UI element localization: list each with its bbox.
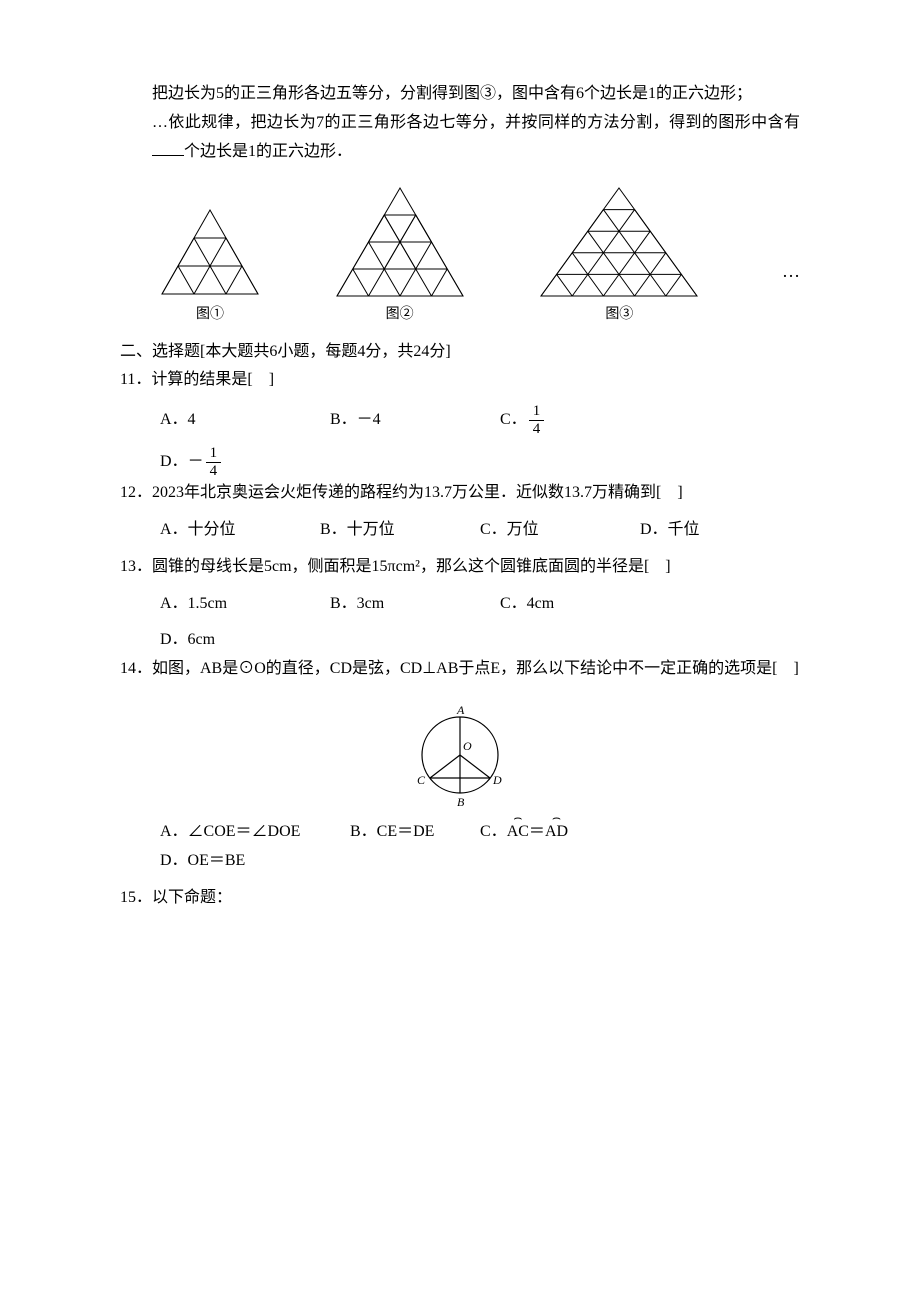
- triangle-fig-2: [335, 186, 465, 298]
- q13-stem: 13．圆锥的母线长是5cm，侧面积是15πcm²，那么这个圆锥底面圆的半径是[ …: [120, 553, 800, 582]
- q11-d-den: 4: [206, 463, 222, 480]
- fig-label-1: 图①: [196, 302, 224, 327]
- q13-opt-a: A．1.5cm: [160, 590, 330, 619]
- q13-opt-d: D．6cm: [160, 626, 330, 655]
- q11-opt-b: B．－4: [330, 406, 500, 435]
- intro-line1: 把边长为5的正三角形各边五等分，分割得到图③，图中含有6个边长是1的正六边形；: [120, 80, 800, 109]
- q11-opt-c: C． 1 4: [500, 403, 670, 437]
- q14-opt-c: C． ⌢ AC ＝ ⌢ AD: [480, 818, 650, 847]
- figure-1: 图①: [160, 208, 260, 327]
- section-2-header: 二、选择题[本大题共6小题，每题4分，共24分]: [120, 338, 800, 367]
- q12-stem: 12．2023年北京奥运会火炬传递的路程约为13.7万公里．近似数13.7万精确…: [120, 479, 800, 508]
- fig-label-3: 图③: [605, 302, 633, 327]
- label-b: B: [457, 795, 465, 809]
- intro-line2: …依此规律，把边长为7的正三角形各边七等分，并按同样的方法分割，得到的图形中含有…: [120, 109, 800, 167]
- q11-d-prefix: D．: [160, 448, 188, 477]
- q11-c-num: 1: [529, 403, 545, 421]
- q11-c-den: 4: [529, 421, 545, 438]
- intro-line2-b: 个边长是1的正六边形．: [184, 143, 352, 160]
- q11-d-num: 1: [206, 445, 222, 463]
- q14-opt-b: B．CE＝DE: [350, 818, 480, 847]
- q11-d-neg: －: [188, 448, 204, 477]
- arc-ac: ⌢ AC: [507, 818, 529, 847]
- figures-row: 图① 图②: [160, 186, 800, 327]
- q11-c-frac: 1 4: [529, 403, 545, 437]
- q11-options: A．4 B．－4 C． 1 4: [120, 403, 800, 437]
- q13-opt-b: B．3cm: [330, 590, 500, 619]
- q14-opt-d: D．OE＝BE: [160, 847, 330, 876]
- q14-c-prefix: C．: [480, 818, 507, 847]
- triangle-fig-1: [160, 208, 260, 298]
- q15-stem: 15．以下命题：: [120, 884, 800, 913]
- q12-opt-d: D．千位: [640, 516, 800, 545]
- q14-opt-a: A．∠COE＝∠DOE: [160, 818, 350, 847]
- arc-hat-2: ⌢: [545, 812, 568, 826]
- arc-hat-1: ⌢: [507, 812, 529, 826]
- q14-stem: 14．如图，AB是⊙O的直径，CD是弦，CD⊥AB于点E，那么以下结论中不一定正…: [120, 655, 800, 684]
- intro-line2-a: …依此规律，把边长为7的正三角形各边七等分，并按同样的方法分割，得到的图形中含有: [152, 114, 800, 131]
- label-d: D: [492, 773, 502, 787]
- figure-2: 图②: [335, 186, 465, 327]
- q12-opt-c: C．万位: [480, 516, 640, 545]
- label-a: A: [456, 703, 465, 717]
- blank-fill: [152, 139, 184, 156]
- arc-ad: ⌢ AD: [545, 818, 568, 847]
- circle-diagram: A B C D O: [405, 700, 515, 810]
- q12-opt-b: B．十万位: [320, 516, 480, 545]
- q12-options: A．十分位 B．十万位 C．万位 D．千位: [120, 516, 800, 545]
- q11-d-frac: 1 4: [206, 445, 222, 479]
- q11-opt-d: D． － 1 4: [160, 445, 330, 479]
- q13-options: A．1.5cm B．3cm C．4cm: [120, 590, 800, 619]
- label-c: C: [417, 773, 426, 787]
- q14-c-eq: ＝: [529, 818, 545, 847]
- q13-opt-c: C．4cm: [500, 590, 670, 619]
- q14-options: A．∠COE＝∠DOE B．CE＝DE C． ⌢ AC ＝ ⌢ AD D．OE＝…: [120, 818, 800, 876]
- label-o: O: [463, 739, 472, 753]
- fig-label-2: 图②: [386, 302, 414, 327]
- q11-c-prefix: C．: [500, 406, 527, 435]
- q11-opt-a: A．4: [160, 406, 330, 435]
- figures-ellipsis: …: [782, 255, 800, 287]
- q12-opt-a: A．十分位: [160, 516, 320, 545]
- triangle-fig-3: [539, 186, 699, 298]
- q11-opt-d-row: D． － 1 4: [120, 445, 840, 479]
- q14-figure: A B C D O: [120, 700, 800, 810]
- q13-opt-d-row: D．6cm: [120, 626, 840, 655]
- figure-3: 图③: [539, 186, 699, 327]
- q11-stem: 11．计算的结果是[ ]: [120, 366, 800, 395]
